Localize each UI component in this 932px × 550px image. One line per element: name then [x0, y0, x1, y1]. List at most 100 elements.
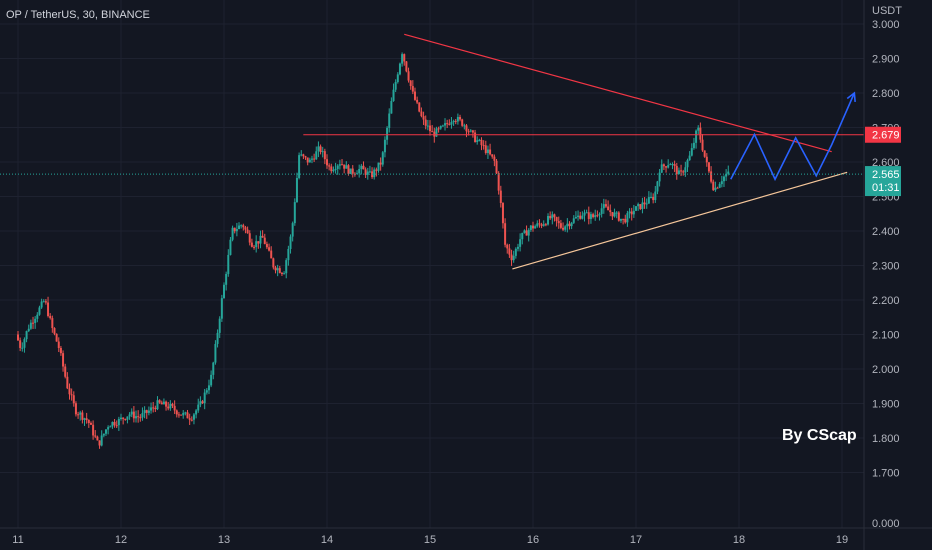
candle-body	[510, 254, 513, 261]
candle-body	[229, 239, 232, 255]
candle-body	[489, 149, 492, 155]
candle-body	[540, 224, 543, 226]
candle-body	[705, 156, 708, 163]
candle-body	[203, 392, 206, 404]
candle-body	[639, 204, 642, 209]
candle-body	[375, 169, 378, 171]
candle-body	[298, 155, 301, 178]
candle-body	[448, 123, 451, 125]
candle-body	[529, 225, 532, 230]
candle-body	[285, 260, 288, 274]
candle-body	[626, 213, 629, 223]
candle-body	[338, 164, 341, 166]
x-tick-label: 19	[836, 534, 848, 546]
author-watermark: By CScap	[782, 427, 857, 444]
candle-body	[583, 212, 586, 216]
candle-body	[210, 374, 213, 386]
candle-body	[242, 225, 245, 228]
candle-body	[214, 343, 217, 363]
candle-body	[667, 165, 670, 168]
candle-body	[250, 242, 253, 247]
candle-body	[156, 400, 159, 410]
candle-body	[89, 422, 92, 425]
candle-body	[223, 284, 225, 299]
candle-body	[72, 395, 75, 404]
candle-body	[79, 412, 82, 415]
candle-body	[381, 152, 384, 165]
candle-body	[388, 113, 391, 128]
time-axis[interactable]: 11 12 13 14 15 16 17 18 19	[12, 534, 848, 546]
candle-body	[587, 212, 590, 219]
candle-body	[233, 227, 236, 232]
level-tag-bg	[865, 126, 901, 143]
candle-body	[225, 273, 228, 285]
candle-body	[306, 157, 309, 163]
candle-body	[557, 221, 560, 224]
candle-body	[478, 139, 481, 141]
candle-body	[207, 385, 210, 391]
candle-body	[521, 232, 524, 240]
candle-body	[386, 127, 389, 140]
candle-body	[263, 237, 266, 244]
candle-body	[197, 404, 200, 411]
candle-body	[334, 168, 337, 170]
candle-body	[274, 267, 277, 271]
candle-body	[40, 301, 43, 308]
candle-body	[669, 164, 672, 166]
candle-body	[169, 403, 172, 409]
candle-body	[390, 101, 393, 114]
candle-body	[712, 181, 715, 191]
candle-body	[697, 127, 700, 131]
candle-body	[592, 214, 595, 218]
y-tick-label: 2.300	[872, 261, 900, 273]
candle-body	[628, 211, 631, 214]
candle-body	[418, 102, 421, 112]
candle-body	[394, 82, 397, 90]
candle-body	[579, 215, 582, 219]
candle-body	[255, 241, 258, 248]
candle-body	[62, 353, 65, 367]
x-tick-label: 16	[527, 534, 539, 546]
candle-body	[184, 412, 187, 414]
candle-body	[280, 272, 283, 274]
candle-body	[246, 229, 249, 234]
candle-body	[491, 154, 494, 157]
candle-body	[602, 204, 605, 209]
candle-body	[368, 171, 371, 173]
candle-body	[604, 204, 607, 207]
candle-body	[100, 435, 103, 446]
candle-body	[542, 224, 545, 226]
candle-body	[504, 223, 507, 245]
candle-body	[577, 215, 580, 217]
candle-body	[516, 246, 519, 249]
candle-body	[283, 273, 286, 275]
candle-body	[383, 139, 386, 153]
candle-body	[341, 164, 344, 166]
candle-body	[568, 223, 571, 227]
candle-body	[632, 210, 635, 215]
candle-body	[718, 184, 721, 188]
candle-body	[525, 230, 528, 236]
y-tick-label: 2.900	[872, 54, 900, 66]
candle-body	[499, 190, 502, 203]
candle-body	[310, 158, 313, 160]
candle-body	[32, 322, 35, 324]
candle-body	[162, 401, 165, 405]
candle-body	[652, 196, 655, 201]
candle-body	[345, 165, 348, 169]
candle-body	[495, 160, 498, 173]
candle-body	[480, 139, 483, 146]
candle-body	[265, 243, 268, 248]
symbol-title: OP / TetherUS, 30, BINANCE	[6, 9, 150, 21]
candle-body	[547, 216, 550, 225]
y-tick-label: 1.800	[872, 433, 900, 445]
candle-body	[482, 145, 485, 147]
candle-body	[257, 241, 260, 244]
candle-body	[714, 187, 717, 191]
candle-body	[688, 155, 691, 161]
candle-body	[319, 146, 322, 152]
candle-body	[701, 139, 704, 151]
